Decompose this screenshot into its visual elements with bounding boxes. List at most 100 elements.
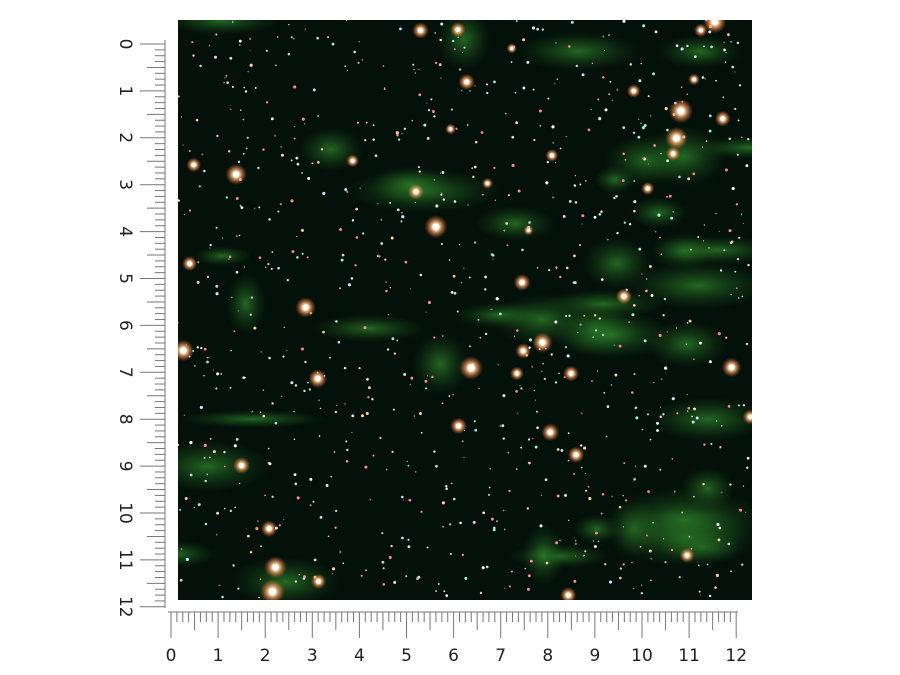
star xyxy=(401,211,403,214)
star xyxy=(645,289,648,293)
star xyxy=(249,49,251,51)
star xyxy=(710,442,713,445)
star xyxy=(331,573,333,575)
bright-star-core xyxy=(268,587,277,596)
star xyxy=(393,352,396,355)
star xyxy=(309,477,313,481)
star xyxy=(411,119,413,122)
star xyxy=(257,166,260,170)
star xyxy=(584,180,587,182)
nebula xyxy=(517,31,640,71)
star xyxy=(631,391,634,394)
star xyxy=(501,424,505,428)
star xyxy=(610,384,613,386)
star xyxy=(515,468,518,470)
star xyxy=(180,116,183,118)
star xyxy=(490,308,492,310)
star xyxy=(484,275,488,279)
star xyxy=(382,583,386,586)
star xyxy=(515,20,518,23)
star xyxy=(362,232,365,235)
star xyxy=(662,413,665,416)
star xyxy=(558,372,560,375)
star xyxy=(659,415,663,419)
star xyxy=(268,462,272,466)
star xyxy=(293,473,297,477)
star xyxy=(573,579,577,583)
star xyxy=(344,65,346,68)
star xyxy=(621,179,625,182)
star xyxy=(399,27,402,31)
star xyxy=(730,40,732,43)
star xyxy=(581,214,585,218)
star xyxy=(698,590,701,593)
star xyxy=(331,567,336,571)
star xyxy=(278,524,281,527)
star xyxy=(386,348,390,351)
star xyxy=(494,199,497,202)
star xyxy=(346,70,348,72)
star xyxy=(427,109,431,112)
star xyxy=(678,175,681,179)
star xyxy=(461,281,463,283)
star xyxy=(552,142,554,144)
star xyxy=(633,478,636,481)
star xyxy=(365,569,367,572)
star xyxy=(472,175,475,179)
star xyxy=(601,492,605,496)
star xyxy=(633,209,636,213)
star xyxy=(536,267,539,269)
star xyxy=(531,366,533,368)
star xyxy=(737,404,740,407)
star xyxy=(554,381,558,384)
star xyxy=(287,52,291,56)
star xyxy=(607,239,609,241)
nebula xyxy=(649,396,752,442)
nebula xyxy=(641,126,727,187)
star xyxy=(384,87,386,89)
star xyxy=(545,561,549,565)
star xyxy=(527,438,531,441)
star xyxy=(257,520,259,522)
star xyxy=(597,98,600,101)
star xyxy=(637,135,641,139)
star xyxy=(381,532,384,535)
star xyxy=(640,62,643,65)
star xyxy=(386,469,388,471)
star xyxy=(382,567,385,570)
nebula xyxy=(542,289,665,318)
star xyxy=(418,93,422,97)
star xyxy=(544,478,548,482)
star xyxy=(717,538,721,542)
star xyxy=(718,526,722,530)
star xyxy=(638,79,642,83)
star xyxy=(380,242,384,245)
star xyxy=(461,51,463,54)
star xyxy=(319,407,322,410)
star xyxy=(414,471,417,473)
star xyxy=(502,437,505,440)
star xyxy=(640,584,643,586)
star xyxy=(611,495,613,497)
star xyxy=(604,49,606,52)
star xyxy=(235,437,239,441)
star xyxy=(573,254,576,258)
star xyxy=(344,188,348,191)
star xyxy=(367,396,370,399)
star xyxy=(618,505,622,509)
star xyxy=(381,560,385,564)
star xyxy=(529,559,533,563)
star xyxy=(688,319,692,323)
star xyxy=(334,527,337,529)
star xyxy=(591,62,594,65)
star xyxy=(253,326,257,330)
star xyxy=(417,575,421,579)
star xyxy=(441,501,446,505)
bright-star-core xyxy=(266,526,272,532)
star xyxy=(291,250,295,254)
star xyxy=(650,558,652,560)
star xyxy=(708,594,712,598)
star xyxy=(584,550,587,553)
star xyxy=(453,48,456,51)
star xyxy=(203,374,205,377)
